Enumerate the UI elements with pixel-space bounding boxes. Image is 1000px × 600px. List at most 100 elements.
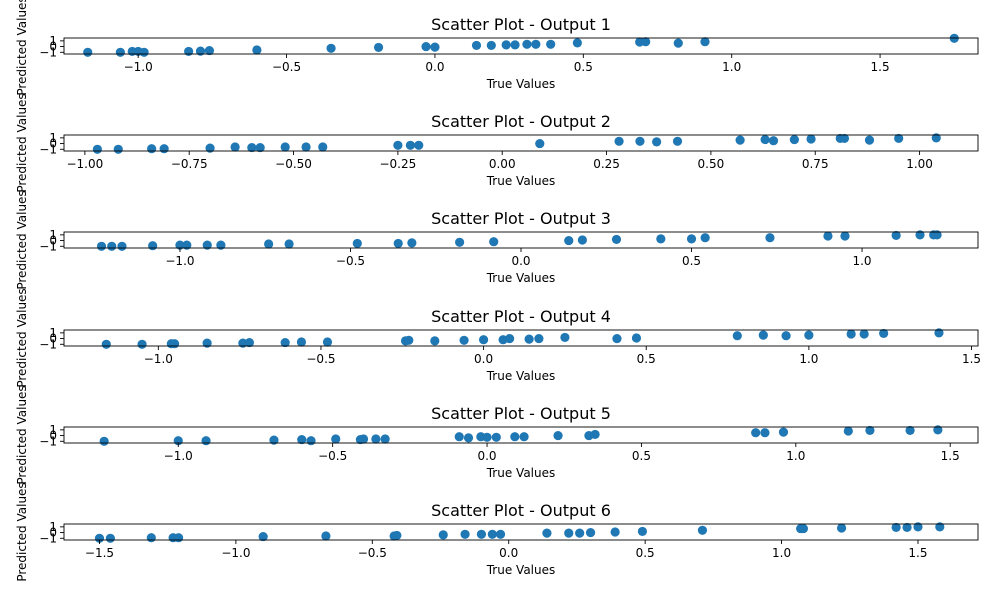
data-point <box>836 523 847 533</box>
data-point <box>92 144 102 154</box>
data-point <box>205 143 215 153</box>
x-tick-label: −1.0 <box>165 254 194 268</box>
data-point <box>577 235 587 245</box>
x-tick-label: −0.5 <box>336 254 365 268</box>
x-tick-label: 0.0 <box>477 449 496 463</box>
data-point <box>542 528 552 538</box>
x-tick-label: 1.0 <box>786 449 805 463</box>
data-point <box>781 331 791 341</box>
data-point <box>459 335 469 345</box>
data-point <box>656 234 666 244</box>
x-axis-label: True Values <box>486 563 556 577</box>
data-point <box>407 238 417 248</box>
data-point <box>501 40 511 50</box>
subplot-2: Scatter Plot - Output 2 −1.00 −0.75 −0.50 −0… <box>15 93 979 193</box>
data-point <box>789 134 799 145</box>
x-tick-label: 0.5 <box>637 352 656 366</box>
data-point <box>531 39 541 49</box>
data-point <box>169 339 180 349</box>
data-point <box>99 436 109 446</box>
scatter-points <box>94 522 945 543</box>
data-point <box>269 435 279 445</box>
data-point <box>476 529 487 539</box>
data-point <box>117 241 127 251</box>
data-point <box>891 230 901 241</box>
data-point <box>326 43 336 53</box>
data-point <box>101 339 111 349</box>
y-tick-label: −1 <box>39 531 57 545</box>
y-tick-label: −1 <box>39 45 57 59</box>
data-point <box>159 144 169 154</box>
y-axis-label: Predicted Values <box>15 0 29 96</box>
data-point <box>182 240 192 250</box>
x-tick-label: −0.5 <box>272 60 301 74</box>
subplot-grid: Scatter Plot - Output 1 −1.0 −0.5 0.0 0.5 1.0… <box>15 0 981 582</box>
data-point <box>933 425 943 435</box>
data-point <box>778 427 789 437</box>
data-point <box>697 525 708 535</box>
x-tick-label: 0.5 <box>632 449 651 463</box>
data-point <box>612 333 622 344</box>
data-point <box>510 40 520 50</box>
data-point <box>840 231 850 241</box>
data-point <box>175 240 185 250</box>
x-axis-label: True Values <box>486 271 556 285</box>
y-tick-label: −1 <box>39 142 57 156</box>
data-point <box>380 434 390 444</box>
data-point <box>247 142 257 153</box>
axes-frame <box>63 523 979 541</box>
data-point <box>463 433 474 443</box>
data-point <box>765 233 775 243</box>
data-point <box>280 142 290 152</box>
data-point <box>700 233 710 243</box>
chart-title: Scatter Plot - Output 3 <box>431 209 611 228</box>
x-tick-label: 1.00 <box>906 157 933 171</box>
data-point <box>631 333 642 343</box>
x-tick-label: 1.5 <box>962 352 981 366</box>
data-point <box>405 140 415 150</box>
data-point <box>491 432 501 442</box>
x-tick-label: −0.25 <box>379 157 416 171</box>
x-tick-label: 0.5 <box>636 546 655 560</box>
data-point <box>421 41 431 52</box>
data-point <box>105 533 115 543</box>
data-point <box>865 425 875 436</box>
x-tick-label: 1.0 <box>799 352 818 366</box>
data-point <box>534 333 544 344</box>
subplot-5: Scatter Plot - Output 5 −1.0 −0.5 0.0 0.5 1.0… <box>15 385 979 485</box>
data-point <box>139 47 149 57</box>
data-point <box>522 39 532 49</box>
data-point <box>404 335 414 345</box>
y-axis-label: Predicted Values <box>15 385 29 484</box>
data-point <box>148 241 158 251</box>
y-tick-label: 0 <box>49 137 57 151</box>
data-point <box>107 241 117 251</box>
subplot-4: Scatter Plot - Output 4 −1.0 −0.5 0.0 0.5 1.0… <box>15 288 981 387</box>
data-point <box>758 330 768 340</box>
scatter-points <box>101 328 944 349</box>
y-tick-label: 1 <box>49 34 57 48</box>
data-point <box>321 531 331 541</box>
data-point <box>230 142 240 152</box>
y-tick-label: −1 <box>39 239 57 253</box>
data-point <box>760 134 770 145</box>
data-point <box>585 527 596 538</box>
data-point <box>478 335 489 345</box>
data-point <box>519 432 529 442</box>
x-tick-label: 1.0 <box>772 546 791 560</box>
data-point <box>652 137 662 147</box>
y-tick-label: −1 <box>39 337 57 351</box>
x-tick-label: 0.0 <box>511 254 530 268</box>
x-tick-label: −1.0 <box>124 60 153 74</box>
data-point <box>322 337 333 347</box>
axes-frame <box>63 329 979 347</box>
y-axis-label: Predicted Values <box>15 288 29 387</box>
data-point <box>700 37 710 47</box>
y-tick-label: −1 <box>39 434 57 448</box>
x-tick-label: −1.0 <box>164 449 193 463</box>
data-point <box>637 526 648 537</box>
data-point <box>902 522 912 533</box>
x-tick-label: 1.0 <box>852 254 871 268</box>
chart-title: Scatter Plot - Output 1 <box>431 15 611 34</box>
